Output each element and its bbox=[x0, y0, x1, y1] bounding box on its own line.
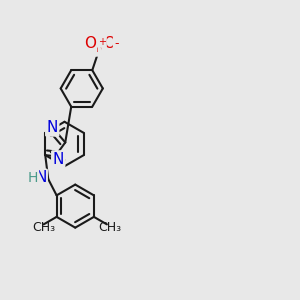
Text: CH₃: CH₃ bbox=[98, 221, 122, 234]
Text: O: O bbox=[84, 36, 96, 51]
Text: N: N bbox=[94, 40, 106, 55]
Text: N: N bbox=[52, 152, 64, 167]
Text: +: + bbox=[98, 37, 106, 47]
Text: H: H bbox=[28, 171, 38, 184]
Text: O: O bbox=[103, 36, 115, 51]
Text: N: N bbox=[35, 170, 46, 185]
Text: CH₃: CH₃ bbox=[32, 221, 55, 234]
Text: -: - bbox=[114, 37, 118, 50]
Text: N: N bbox=[46, 120, 58, 135]
